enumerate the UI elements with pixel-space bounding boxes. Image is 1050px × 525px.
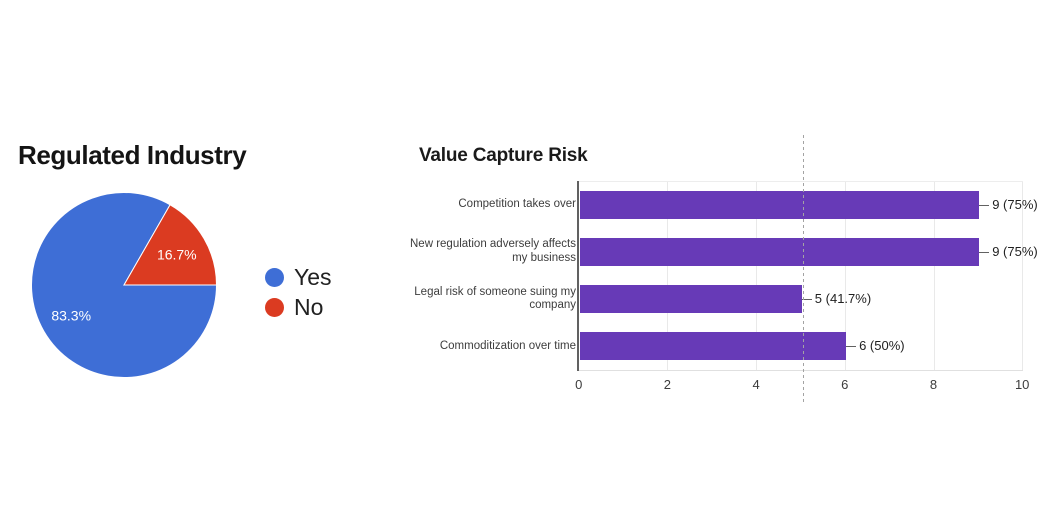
gridline xyxy=(667,181,669,370)
category-label: New regulation adversely affects my busi… xyxy=(410,238,576,264)
bar-connector xyxy=(979,251,990,253)
pie-legend: Yes No xyxy=(265,262,332,322)
x-axis-line xyxy=(578,370,1023,371)
pie-slice-no xyxy=(123,204,218,286)
reference-line xyxy=(803,135,805,404)
bar-value-label: 6 (50%) xyxy=(859,338,905,354)
bar-connector xyxy=(846,346,857,348)
pie-chart-title: Regulated Industry xyxy=(18,140,247,170)
bar xyxy=(580,332,847,361)
x-tick-label: 6 xyxy=(841,377,849,392)
gridline xyxy=(756,181,758,370)
pie-percent-label: 16.7% xyxy=(157,246,197,262)
x-tick-label: 8 xyxy=(929,377,938,392)
bar-chart-title: Value Capture Risk xyxy=(419,145,588,166)
bar-value-label: 9 (75%) xyxy=(992,243,1038,259)
legend-item-yes: Yes xyxy=(265,262,332,292)
x-tick-label: 4 xyxy=(752,377,760,392)
x-tick-label: 0 xyxy=(575,377,583,392)
bar xyxy=(580,190,980,219)
bar-connector xyxy=(801,299,812,301)
legend-item-no: No xyxy=(265,292,332,322)
legend-dot-no xyxy=(265,297,284,317)
gridline xyxy=(933,181,935,370)
gridline xyxy=(844,181,846,370)
pie-slice-yes xyxy=(31,192,218,378)
bar xyxy=(580,237,980,266)
category-label: Commoditization over time xyxy=(439,339,576,352)
bar-value-label: 5 (41.7%) xyxy=(814,291,872,307)
gridline xyxy=(1022,181,1024,370)
x-tick-label: 2 xyxy=(663,377,672,392)
legend-dot-yes xyxy=(265,267,284,287)
category-label: Legal risk of someone suing my company xyxy=(414,285,576,312)
bar-connector xyxy=(979,204,990,206)
pie-svg: 83.3% 16.7% xyxy=(31,192,218,378)
y-axis-line xyxy=(577,181,579,371)
bar xyxy=(580,285,802,314)
legend-label-yes: Yes xyxy=(294,263,332,290)
pie-percent-label: 83.3% xyxy=(51,308,91,324)
plot-top-border xyxy=(578,181,1023,182)
bar-value-label: 9 (75%) xyxy=(992,196,1038,212)
category-label: Competition takes over xyxy=(458,197,576,210)
legend-label-no: No xyxy=(294,293,324,320)
x-tick-label: 10 xyxy=(1014,377,1030,392)
